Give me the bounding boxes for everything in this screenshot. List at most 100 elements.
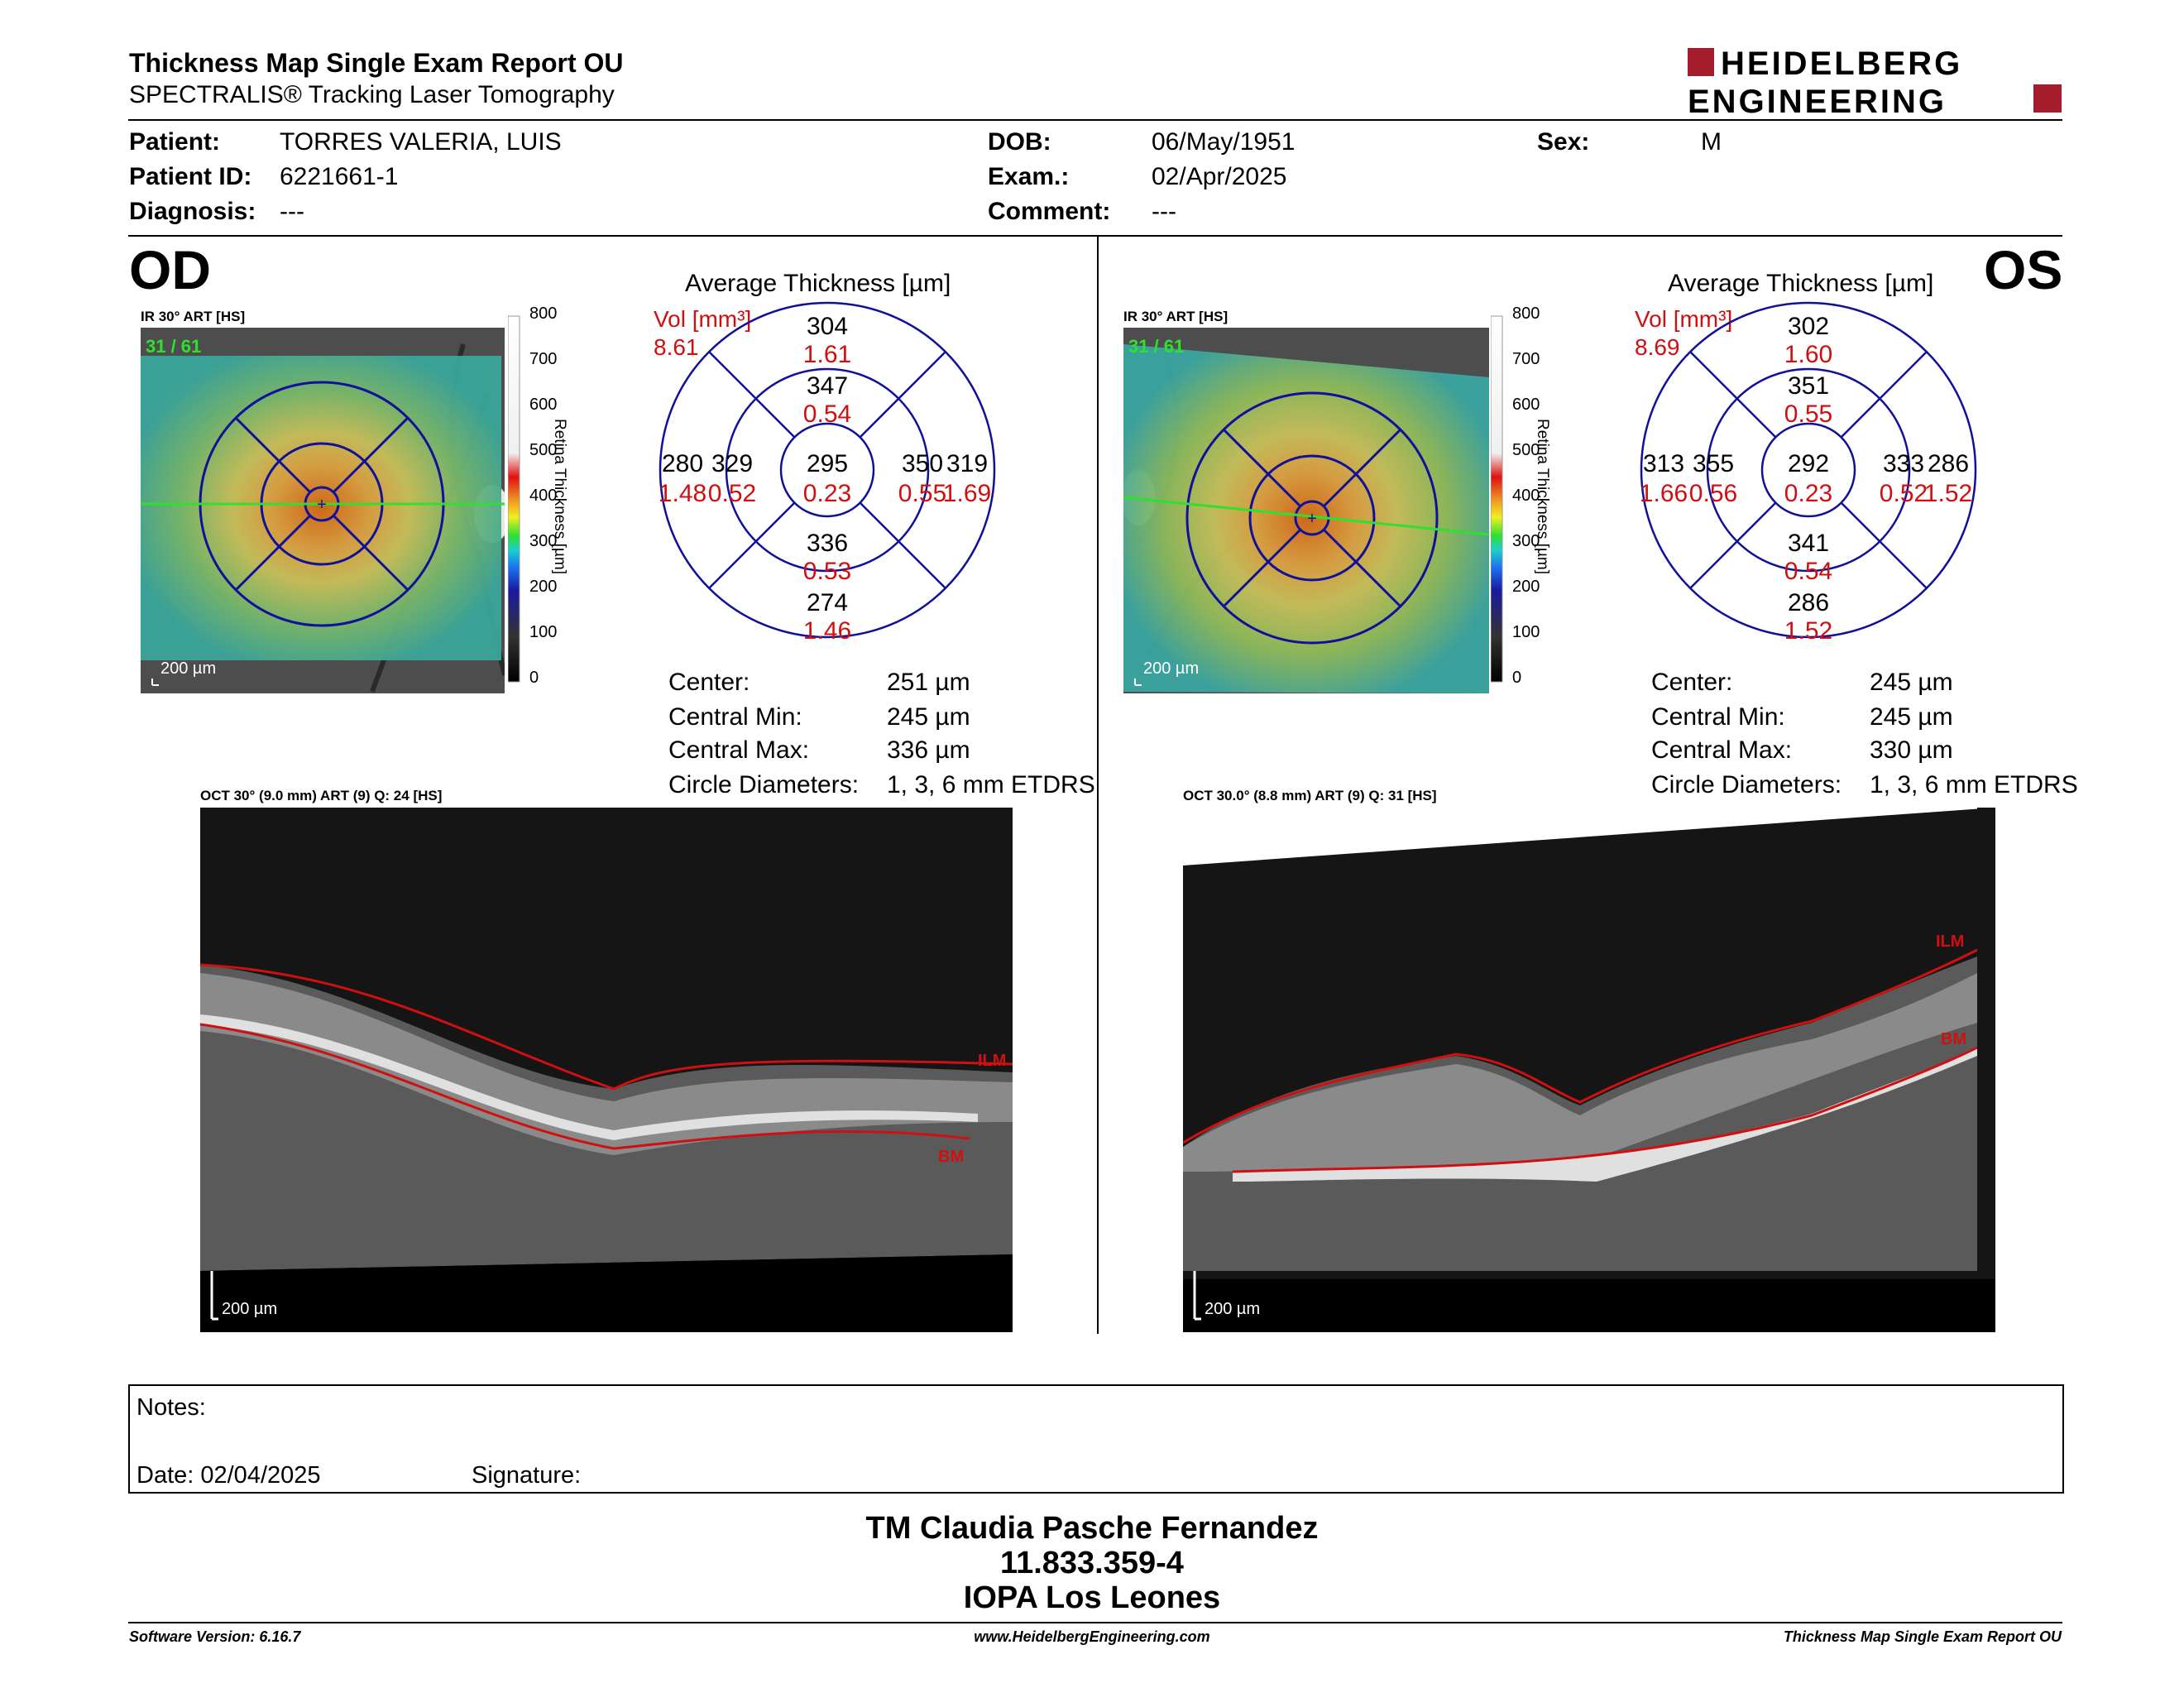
os-outer-right-volume: 1.52 [1923,480,1973,507]
patient-id-label: Patient ID: [129,163,252,190]
od-inner-bottom-thickness: 336 [806,530,849,557]
os-inner-bottom-thickness: 341 [1787,530,1830,557]
os-stat-center-value: 245 µm [1870,669,1953,696]
os-fundus-counter: 31 / 61 [1128,336,1184,357]
patient-label: Patient: [129,128,221,156]
od-outer-top-volume: 1.61 [802,341,852,368]
info-divider [128,235,2062,237]
od-inner-right-thickness: 350 [901,450,944,477]
od-stat-center-label: Center: [668,669,750,696]
exam-value: 02/Apr/2025 [1152,163,1287,190]
os-inner-right-volume: 0.52 [1879,480,1928,507]
os-inner-left-thickness: 355 [1692,450,1735,477]
os-outer-top-volume: 1.60 [1784,341,1833,368]
od-fundus-scale: 200 µm [160,659,216,678]
header-divider [128,119,2062,121]
od-colorbar [507,314,533,683]
os-stat-circle-label: Circle Diameters: [1651,771,1842,798]
notes-box[interactable]: Notes: Date: 02/04/2025 Signature: [128,1384,2064,1494]
patient-name: TORRES VALERIA, LUIS [280,128,562,156]
notes-signature-label: Signature: [472,1462,582,1489]
od-etdrs-grid [659,301,996,643]
signature-id: 11.833.359-4 [1000,1546,1184,1580]
od-ilm-label: ILM [978,1052,1006,1070]
eye-divider [1097,237,1099,1334]
svg-text:HEIDELBERG: HEIDELBERG [1721,46,1962,82]
os-inner-top-thickness: 351 [1787,372,1830,400]
footer-divider [128,1622,2062,1623]
os-inner-bottom-volume: 0.54 [1784,558,1833,585]
os-colorbar-ticks: 800 700 600 500 400 300 200 100 0 [1512,305,1540,687]
os-stat-max-value: 330 µm [1870,736,1953,764]
od-center-volume: 0.23 [802,480,852,507]
od-stat-min-value: 245 µm [887,703,970,731]
od-inner-bottom-volume: 0.53 [802,558,852,585]
od-inner-top-thickness: 347 [806,372,849,400]
exam-label: Exam.: [988,163,1070,190]
footer-report: Thickness Map Single Exam Report OU [1783,1628,2062,1645]
od-oct-scale: 200 µm [222,1300,277,1318]
signature-place: IOPA Los Leones [963,1580,1221,1615]
od-outer-right-volume: 1.69 [942,480,992,507]
dob-label: DOB: [988,128,1051,156]
os-outer-right-thickness: 286 [1927,450,1970,477]
od-vol-label: Vol [mm³] [654,306,752,332]
os-colorbar [1490,314,1516,683]
od-stat-circle-label: Circle Diameters: [668,771,860,798]
od-outer-right-thickness: 319 [946,450,989,477]
comment-value: --- [1152,198,1176,225]
od-outer-top-thickness: 304 [806,313,849,340]
os-avg-title: Average Thickness [µm] [1668,270,1934,297]
os-stat-circle-value: 1, 3, 6 mm ETDRS [1870,771,2078,798]
od-colorbar-title: Retina Thickness [µm] [551,419,568,574]
dob-value: 06/May/1951 [1152,128,1296,156]
sex-value: M [1701,128,1722,156]
svg-text:ENGINEERING: ENGINEERING [1688,84,1947,120]
report-subtitle: SPECTRALIS® Tracking Laser Tomography [129,81,615,108]
od-stat-max-value: 336 µm [887,736,970,764]
od-colorbar-ticks: 800 700 600 500 400 300 200 100 0 [529,305,558,687]
od-inner-left-thickness: 329 [711,450,754,477]
os-vol-value: 8.69 [1635,334,1680,360]
diagnosis-value: --- [280,198,304,225]
diagnosis-label: Diagnosis: [129,198,256,225]
comment-label: Comment: [988,198,1111,225]
svg-text:+: + [1307,510,1317,528]
od-outer-left-thickness: 280 [661,450,704,477]
od-oct-scan: ILM BM 200 µm [200,808,1013,1332]
os-outer-left-thickness: 313 [1642,450,1685,477]
od-outer-left-volume: 1.48 [658,480,707,507]
os-fundus-map: + 31 / 61 200 µm [1123,328,1489,693]
od-inner-right-volume: 0.55 [898,480,947,507]
os-fundus-label: IR 30° ART [HS] [1123,309,1228,324]
od-fundus-label: IR 30° ART [HS] [141,309,246,324]
os-vol-label: Vol [mm³] [1635,306,1733,332]
report-title: Thickness Map Single Exam Report OU [129,48,624,78]
os-oct-scale: 200 µm [1205,1300,1260,1318]
os-outer-top-thickness: 302 [1787,313,1830,340]
od-stat-min-label: Central Min: [668,703,802,731]
od-fundus-counter: 31 / 61 [146,336,201,357]
os-colorbar-title: Retina Thickness [µm] [1534,419,1551,574]
od-stat-center-value: 251 µm [887,669,970,696]
os-oct-scan: ILM BM 200 µm [1183,808,1995,1332]
od-stat-circle-value: 1, 3, 6 mm ETDRS [887,771,1095,798]
od-bm-label: BM [938,1148,964,1166]
patient-id: 6221661-1 [280,163,399,190]
svg-text:+: + [317,496,327,514]
signature-name: TM Claudia Pasche Fernandez [865,1511,1319,1546]
od-avg-title: Average Thickness [µm] [685,270,951,297]
od-outer-bottom-thickness: 274 [806,589,849,616]
os-ilm-label: ILM [1936,933,1964,951]
footer-software: Software Version: 6.16.7 [129,1628,301,1645]
od-stat-max-label: Central Max: [668,736,810,764]
od-fundus-map: + 31 / 61 200 µm [141,328,505,693]
os-oct-label: OCT 30.0° (8.8 mm) ART (9) Q: 31 [HS] [1183,788,1437,803]
os-stat-min-value: 245 µm [1870,703,1953,731]
od-inner-top-volume: 0.54 [802,400,852,428]
footer-website: www.HeidelbergEngineering.com [974,1628,1210,1645]
notes-date: Date: 02/04/2025 [136,1462,321,1489]
os-bm-label: BM [1941,1030,1966,1048]
sex-label: Sex: [1537,128,1590,156]
od-inner-left-volume: 0.52 [707,480,757,507]
